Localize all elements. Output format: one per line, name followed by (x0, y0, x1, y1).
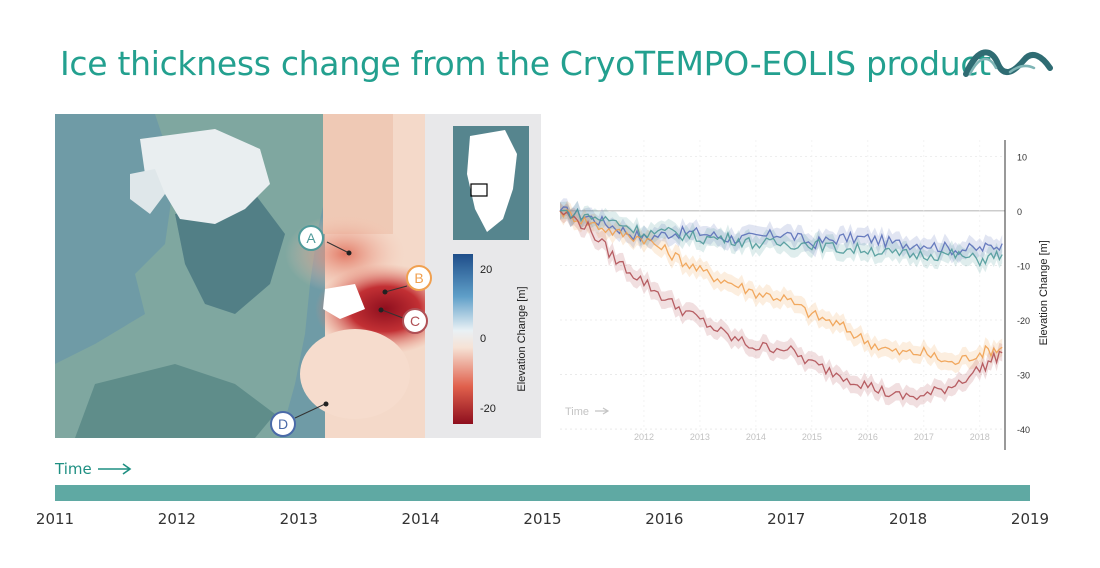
timeline-year-label: 2014 (401, 510, 440, 528)
y-tick-label: -20 (1017, 316, 1030, 326)
timeline-years: 2011 2012 2013 2014 2015 2016 2017 2018 2019 (0, 510, 1100, 534)
timeline-year-label: 2015 (523, 510, 562, 528)
inset-location-box (470, 183, 488, 197)
series-line-c (559, 210, 1003, 401)
series-line-d (559, 207, 1003, 268)
page-title: Ice thickness change from the CryoTEMPO-… (60, 44, 991, 83)
x-tick-label: 2014 (746, 432, 766, 442)
x-tick-label: 2015 (802, 432, 822, 442)
series-lines (559, 206, 1003, 401)
x-tick-label: 2013 (690, 432, 710, 442)
uncertainty-band-c (560, 202, 1003, 409)
series-line-b (559, 208, 1003, 366)
chart-time-label: Time (565, 406, 589, 418)
uncertainty-bands (560, 198, 1003, 409)
y-axis-label: Elevation Change [m] (1038, 240, 1050, 345)
colorbar-label: Elevation Change [m] (516, 286, 528, 391)
x-tick-label: 2016 (858, 432, 878, 442)
uncertainty-band-a (560, 198, 1003, 264)
timeline-year-label: 2019 (1010, 510, 1050, 528)
point-label-d: D (278, 416, 288, 432)
ice-change-map: A B C D 20 0 -20 Elevation Change [m] (55, 114, 541, 438)
chart-grid (560, 140, 1005, 440)
timeline-year-label: 2013 (279, 510, 318, 528)
chart-time-arrow-icon (595, 407, 610, 415)
x-tick-label: 2017 (914, 432, 934, 442)
timeline-year-label: 2017 (767, 510, 806, 528)
x-tick-labels: 2012 2013 2014 2015 2016 2017 2018 (634, 432, 990, 442)
timeline-label: Time (55, 460, 92, 478)
timeline-bar[interactable] (55, 485, 1030, 501)
timeline-year-label: 2018 (889, 510, 928, 528)
colorbar-tick: 20 (480, 264, 492, 276)
colorbar-tick: -20 (480, 403, 496, 415)
timeline-year-label: 2016 (645, 510, 684, 528)
point-label-c: C (410, 313, 420, 329)
y-tick-label: -40 (1017, 425, 1030, 435)
point-label-a: A (306, 230, 316, 246)
timeline-year-label: 2012 (157, 510, 196, 528)
y-tick-label: 10 (1017, 152, 1027, 162)
elevation-change-chart: 2012 2013 2014 2015 2016 2017 2018 10 0 -10 -20 -3… (559, 140, 1050, 450)
colorbar-tick: 0 (480, 333, 486, 345)
y-tick-label: 0 (1017, 207, 1022, 217)
series-line-a (559, 206, 1003, 256)
timeline-arrow-icon (98, 463, 132, 475)
y-tick-labels: 10 0 -10 -20 -30 -40 (1017, 152, 1030, 435)
snow-peninsula (140, 129, 270, 224)
timeline-year-label: 2011 (35, 510, 75, 528)
y-tick-label: -30 (1017, 371, 1030, 381)
colorbar (453, 254, 473, 424)
point-markers (270, 225, 432, 437)
point-label-b: B (414, 270, 423, 286)
x-tick-label: 2012 (634, 432, 654, 442)
uncertainty-band-b (560, 200, 1003, 374)
x-tick-label: 2018 (970, 432, 990, 442)
wave-logo-icon (963, 49, 1053, 77)
y-tick-label: -10 (1017, 261, 1030, 271)
